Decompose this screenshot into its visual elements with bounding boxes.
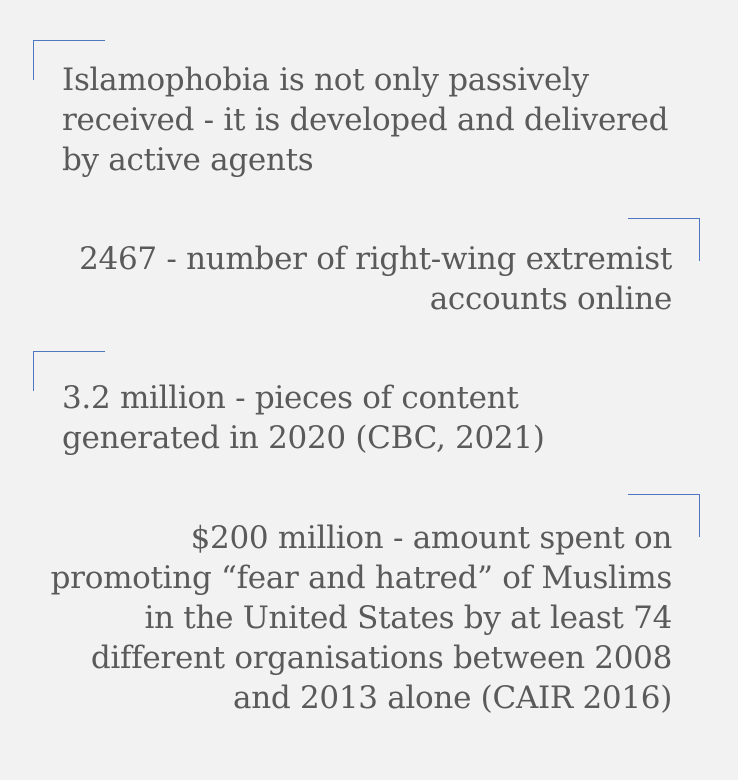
text-line: Islamophobia is not only passively	[62, 62, 589, 98]
intro-statement: Islamophobia is not only passively recei…	[62, 60, 668, 180]
text-line: generated in 2020 (CBC, 2021)	[62, 420, 545, 456]
text-line: 3.2 million - pieces of content	[62, 380, 519, 416]
text-line: $200 million - amount spent on	[190, 520, 673, 556]
text-line: received - it is developed and delivered	[62, 102, 669, 138]
corner-bracket-top-left-2	[33, 351, 105, 391]
stat-pieces-of-content: 3.2 million - pieces of content generate…	[62, 378, 545, 458]
corner-bracket-top-right-1	[628, 218, 700, 261]
text-line: different organisations between 2008	[90, 640, 672, 676]
text-line: accounts online	[429, 281, 673, 317]
stat-amount-spent: $200 million - amount spent on promoting…	[50, 518, 673, 718]
text-line: and 2013 alone (CAIR 2016)	[233, 680, 672, 716]
corner-bracket-top-right-2	[628, 494, 700, 537]
text-line: in the United States by at least 74	[144, 600, 672, 636]
text-line: promoting “fear and hatred” of Muslims	[50, 560, 673, 596]
stat-extremist-accounts: 2467 - number of right-wing extremist ac…	[79, 239, 672, 319]
text-line: 2467 - number of right-wing extremist	[79, 241, 672, 277]
text-line: by active agents	[62, 142, 314, 178]
corner-bracket-top-left-1	[33, 40, 105, 80]
